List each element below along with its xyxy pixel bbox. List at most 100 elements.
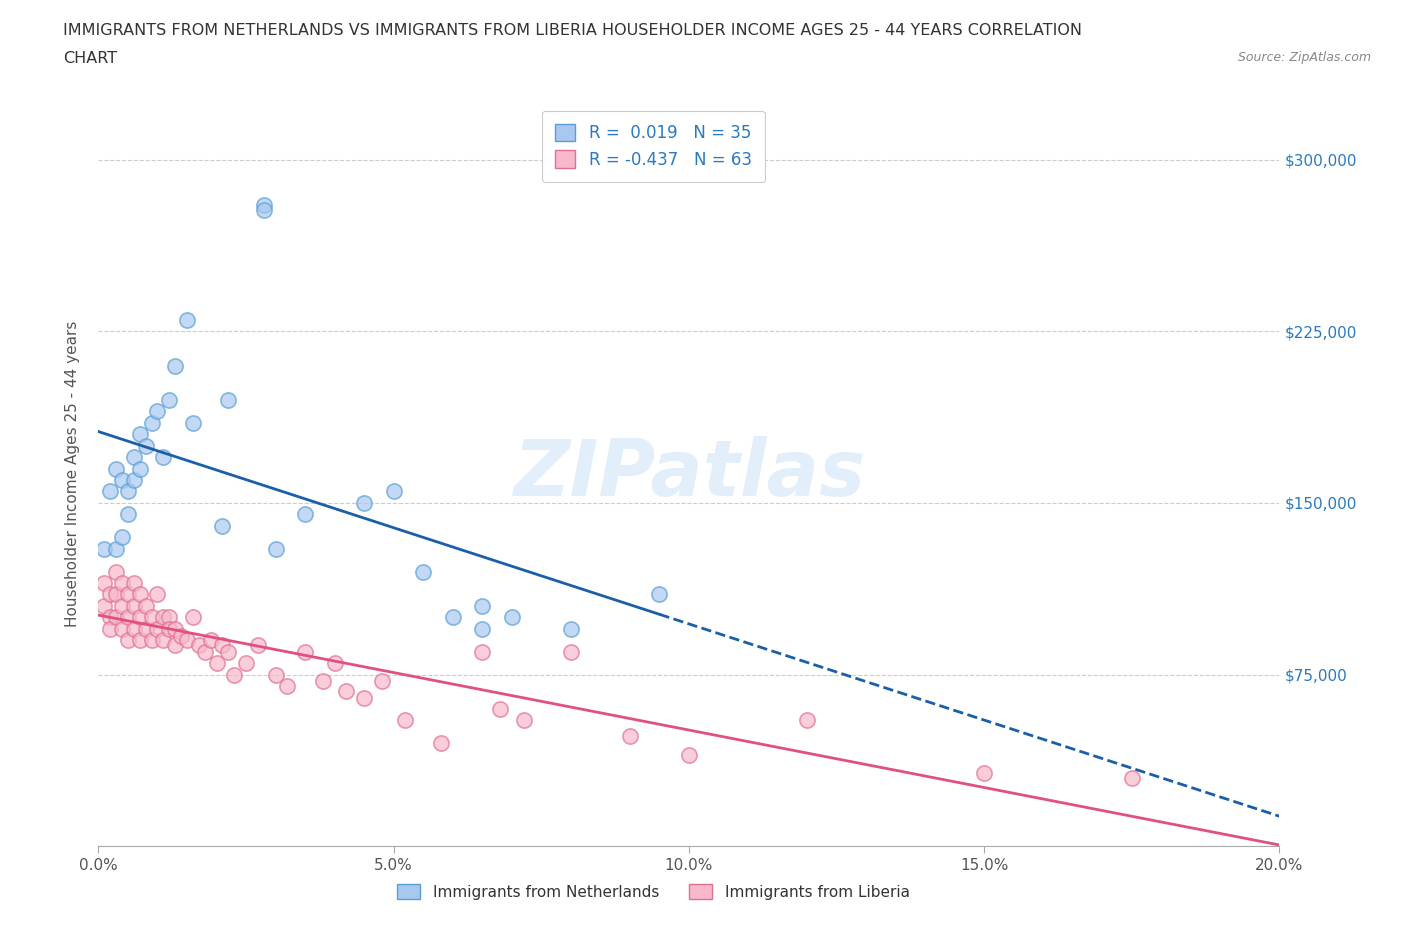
Point [973, 765, 995, 780]
Point [93, 541, 115, 556]
Point [187, 637, 209, 652]
Point [152, 632, 174, 647]
Point [117, 632, 139, 647]
Point [224, 667, 246, 682]
Point [111, 530, 134, 545]
Point [165, 358, 187, 373]
Point [157, 392, 180, 407]
Point [128, 632, 150, 647]
Point [165, 621, 187, 636]
Point [471, 599, 494, 614]
Point [471, 644, 494, 659]
Point [105, 461, 128, 476]
Point [111, 621, 134, 636]
Point [128, 610, 150, 625]
Point [146, 404, 169, 418]
Point [128, 427, 150, 442]
Point [122, 621, 145, 636]
Point [235, 656, 257, 671]
Point [294, 644, 316, 659]
Legend: Immigrants from Netherlands, Immigrants from Liberia: Immigrants from Netherlands, Immigrants … [391, 877, 915, 906]
Point [441, 610, 464, 625]
Point [111, 472, 134, 487]
Point [335, 684, 357, 698]
Point [122, 599, 145, 614]
Point [312, 674, 335, 689]
Point [619, 729, 641, 744]
Text: CHART: CHART [63, 51, 117, 66]
Point [157, 610, 180, 625]
Point [117, 484, 139, 498]
Point [264, 541, 287, 556]
Point [122, 450, 145, 465]
Point [105, 610, 128, 625]
Point [560, 621, 582, 636]
Point [117, 610, 139, 625]
Point [205, 656, 228, 671]
Point [98, 621, 121, 636]
Y-axis label: Householder Income Ages 25 - 44 years: Householder Income Ages 25 - 44 years [65, 321, 80, 628]
Text: ZIPatlas: ZIPatlas [513, 436, 865, 512]
Point [128, 587, 150, 602]
Point [152, 610, 174, 625]
Point [648, 587, 671, 602]
Point [371, 674, 394, 689]
Point [353, 496, 375, 511]
Point [105, 541, 128, 556]
Point [181, 416, 204, 431]
Point [165, 637, 187, 652]
Point [98, 587, 121, 602]
Point [211, 637, 233, 652]
Point [135, 621, 157, 636]
Point [501, 610, 523, 625]
Point [176, 632, 198, 647]
Point [93, 576, 115, 591]
Point [471, 621, 494, 636]
Point [117, 587, 139, 602]
Point [105, 587, 128, 602]
Point [512, 713, 534, 728]
Point [117, 507, 139, 522]
Point [200, 632, 222, 647]
Point [122, 472, 145, 487]
Point [170, 629, 193, 644]
Point [394, 713, 416, 728]
Point [264, 667, 287, 682]
Point [560, 644, 582, 659]
Point [217, 644, 239, 659]
Point [122, 576, 145, 591]
Point [141, 416, 163, 431]
Point [135, 438, 157, 453]
Point [141, 610, 163, 625]
Point [1121, 770, 1143, 785]
Point [152, 450, 174, 465]
Point [146, 621, 169, 636]
Point [146, 587, 169, 602]
Point [796, 713, 818, 728]
Point [276, 679, 298, 694]
Point [98, 610, 121, 625]
Point [194, 644, 217, 659]
Point [105, 565, 128, 579]
Point [93, 599, 115, 614]
Point [211, 518, 233, 533]
Point [430, 736, 453, 751]
Point [323, 656, 346, 671]
Point [157, 621, 180, 636]
Point [253, 203, 276, 218]
Point [111, 599, 134, 614]
Point [128, 461, 150, 476]
Point [253, 198, 276, 213]
Point [246, 637, 269, 652]
Text: IMMIGRANTS FROM NETHERLANDS VS IMMIGRANTS FROM LIBERIA HOUSEHOLDER INCOME AGES 2: IMMIGRANTS FROM NETHERLANDS VS IMMIGRANT… [63, 23, 1083, 38]
Point [141, 632, 163, 647]
Point [135, 599, 157, 614]
Point [181, 610, 204, 625]
Point [176, 312, 198, 327]
Point [412, 565, 434, 579]
Point [294, 507, 316, 522]
Point [382, 484, 405, 498]
Point [353, 690, 375, 705]
Point [489, 701, 512, 716]
Point [678, 748, 700, 763]
